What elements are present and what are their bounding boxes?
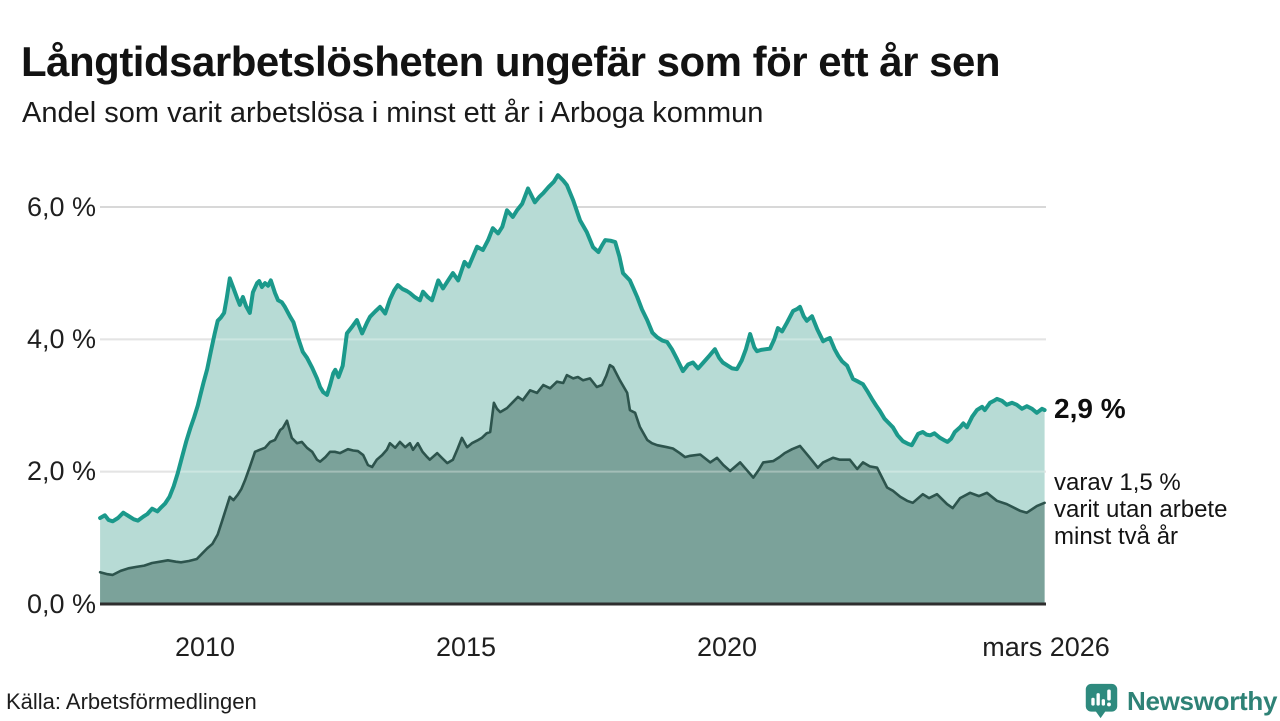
x-tick-2010: 2010 (174, 632, 236, 662)
x-tick-2015: 2015 (435, 632, 497, 662)
page-title: Långtidsarbetslösheten ungefär som för e… (21, 38, 1001, 86)
end-sub-line-3: minst två år (1054, 523, 1179, 550)
area-fill-unemployed-two-years (100, 365, 1045, 604)
x-tick-mars-2026: mars 2026 (982, 632, 1110, 662)
end-sub-line-2: varit utan arbete (1054, 496, 1228, 523)
y-tick-0: 0,0 % (26, 589, 96, 619)
chart-subtitle: Andel som varit arbetslösa i minst ett å… (22, 97, 764, 129)
y-tick-6: 6,0 % (26, 192, 96, 222)
newsworthy-logo: Newsworthy (1083, 681, 1277, 721)
x-tick-2020: 2020 (696, 632, 758, 662)
newsworthy-logo-icon (1083, 682, 1120, 720)
series-line-unemployed-two-years (98, 363, 1046, 577)
y-tick-4: 4,0 % (26, 324, 96, 354)
end-sub-annotation: varav 1,5 % varit utan arbete minst två … (1054, 469, 1227, 550)
gridline-overlay (100, 338, 1046, 473)
series-line-unemployed-one-year (98, 173, 1047, 524)
source-credit: Källa: Arbetsförmedlingen (6, 689, 257, 714)
end-value-label: 2,9 % (1054, 393, 1126, 425)
end-sub-line-1: varav 1,5 % (1054, 469, 1181, 496)
newsworthy-logo-text: Newsworthy (1127, 685, 1278, 716)
y-tick-2: 2,0 % (26, 456, 96, 486)
